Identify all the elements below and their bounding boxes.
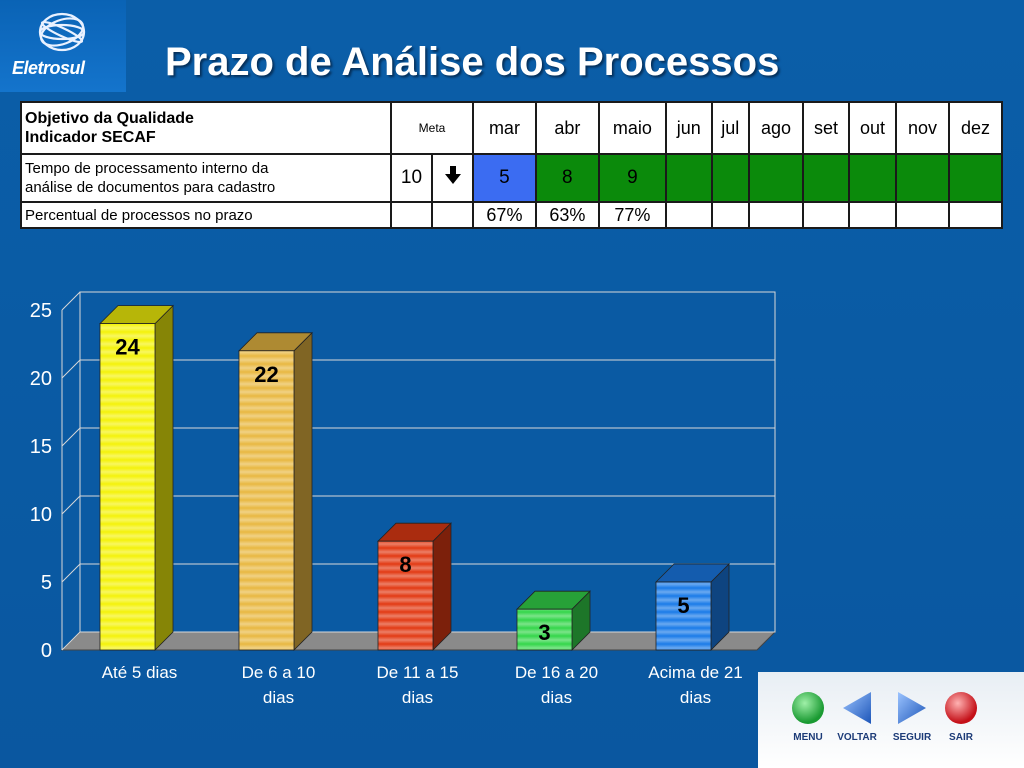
header-month-dez: dez xyxy=(948,101,1003,155)
row2-value-maio: 77% xyxy=(597,201,667,229)
header-objective-line1: Objetivo da Qualidade xyxy=(25,110,194,127)
table-row-processing-time: Tempo de processamento interno da anális… xyxy=(20,153,1003,203)
green-circle-icon xyxy=(792,692,824,724)
header-objective-line2: Indicador SECAF xyxy=(25,129,156,146)
row2-meta-value xyxy=(390,201,433,229)
page-title: Prazo de Análise dos Processos xyxy=(165,40,780,84)
row1-value-set xyxy=(802,153,850,203)
row1-value-ago xyxy=(747,153,805,203)
row1-description-line1: Tempo de processamento interno da xyxy=(25,160,269,177)
navigation-panel: MENU VOLTAR SEGUIR SAIR xyxy=(758,672,1024,768)
x-tick-label: De 6 a 10 dias xyxy=(242,663,316,707)
row2-value-dez xyxy=(948,201,1003,229)
row1-meta-value: 10 xyxy=(390,153,433,203)
gridline-diagonal xyxy=(61,291,81,311)
header-objective-cell: Objetivo da Qualidade Indicador SECAF xyxy=(20,101,392,155)
row2-value-abr: 63% xyxy=(534,201,600,229)
gridline-diagonal xyxy=(61,495,81,515)
next-button[interactable]: SEGUIR xyxy=(884,690,940,743)
row1-value-maio: 9 xyxy=(597,153,667,203)
header-month-abr: abr xyxy=(534,101,600,155)
row2-value-set xyxy=(802,201,850,229)
back-button-label: VOLTAR xyxy=(837,732,877,743)
row1-value-abr: 8 xyxy=(534,153,600,203)
header-month-jul: jul xyxy=(710,101,750,155)
row1-value-dez xyxy=(948,153,1003,203)
table-header-row: Objetivo da Qualidade Indicador SECAF Me… xyxy=(20,101,1003,155)
bar xyxy=(655,581,712,651)
exit-button-label: SAIR xyxy=(949,732,973,743)
row2-description: Percentual de processos no prazo xyxy=(20,201,392,229)
quality-indicator-table: Objetivo da Qualidade Indicador SECAF Me… xyxy=(20,101,1003,229)
row1-value-out xyxy=(847,153,898,203)
bar xyxy=(99,323,156,651)
row1-value-nov xyxy=(895,153,950,203)
gridline-diagonal xyxy=(61,631,81,651)
data-label: 8 xyxy=(399,552,411,577)
bar xyxy=(377,540,434,651)
row1-value-jun xyxy=(664,153,713,203)
row2-value-jun xyxy=(664,201,713,229)
row1-meta-direction xyxy=(431,153,474,203)
x-tick-label: Até 5 dias xyxy=(102,663,178,682)
y-tick-label: 15 xyxy=(30,436,52,458)
row1-description-line2: análise de documentos para cadastro xyxy=(25,179,276,196)
row2-value-nov xyxy=(895,201,950,229)
header-month-set: set xyxy=(802,101,850,155)
globe-logo-icon xyxy=(38,12,86,52)
header-month-nov: nov xyxy=(895,101,950,155)
row1-value-jul xyxy=(710,153,750,203)
next-button-label: SEGUIR xyxy=(892,732,932,743)
menu-button[interactable]: MENU xyxy=(780,690,836,743)
data-label: 3 xyxy=(538,620,550,645)
bar-side xyxy=(432,522,452,651)
x-tick-label: De 11 a 15 dias xyxy=(377,663,459,707)
logo-area: Eletrosul xyxy=(0,0,126,92)
row2-value-ago xyxy=(747,201,805,229)
y-tick-label: 25 xyxy=(30,300,52,322)
red-circle-icon xyxy=(945,692,977,724)
triangle-left-icon xyxy=(843,692,871,724)
bar-chart: 0 5 10 15 20 25 24 Até 5 dias 22 De 6 a 10 dias 8 De… xyxy=(30,291,777,707)
y-tick-label: 10 xyxy=(30,504,52,526)
triangle-right-icon xyxy=(898,692,926,724)
x-tick-label: De 16 a 20 dias xyxy=(515,663,598,707)
row1-value-mar: 5 xyxy=(472,153,537,203)
row1-description: Tempo de processamento interno da anális… xyxy=(20,153,392,203)
header-month-maio: maio xyxy=(597,101,667,155)
y-tick-label: 5 xyxy=(41,572,52,594)
header-month-ago: ago xyxy=(747,101,805,155)
row2-value-jul xyxy=(710,201,750,229)
header-meta-cell: Meta xyxy=(390,101,474,155)
gridline-diagonal xyxy=(61,359,81,379)
data-label: 5 xyxy=(677,593,689,618)
header-month-mar: mar xyxy=(472,101,537,155)
data-label: 24 xyxy=(115,335,140,360)
row2-value-out xyxy=(847,201,898,229)
bar xyxy=(516,608,573,651)
table-row-on-time-percentage: Percentual de processos no prazo 67% 63%… xyxy=(20,201,1003,229)
bar-side xyxy=(293,331,313,651)
menu-button-label: MENU xyxy=(793,732,823,743)
gridline-diagonal xyxy=(61,427,81,447)
y-tick-label: 0 xyxy=(41,640,52,662)
y-tick-label: 20 xyxy=(30,368,52,390)
exit-button[interactable]: SAIR xyxy=(933,690,989,743)
row2-meta-direction xyxy=(431,201,474,229)
header-month-jun: jun xyxy=(664,101,713,155)
header-month-out: out xyxy=(847,101,898,155)
bar xyxy=(238,350,295,651)
arrow-down-icon xyxy=(444,166,461,184)
brand-logo-text: Eletrosul xyxy=(12,58,85,78)
data-label: 22 xyxy=(254,362,278,387)
x-tick-label: Acima de 21 dias xyxy=(648,663,743,707)
back-button[interactable]: VOLTAR xyxy=(829,690,885,743)
row2-value-mar: 67% xyxy=(472,201,537,229)
bar-side xyxy=(154,304,174,651)
gridline-diagonal xyxy=(61,563,81,583)
